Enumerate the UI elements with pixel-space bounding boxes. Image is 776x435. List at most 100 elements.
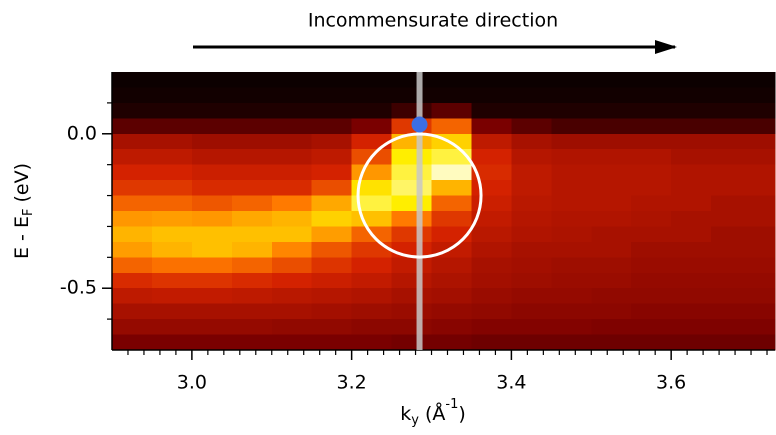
- cell: [391, 288, 433, 305]
- cell: [591, 257, 632, 274]
- cell: [431, 334, 473, 351]
- cell: [191, 272, 233, 289]
- cell: [191, 180, 233, 197]
- y-axis-label: E - EF (eV): [11, 163, 36, 259]
- cell: [351, 72, 393, 89]
- cell: [511, 133, 552, 150]
- cell: [591, 180, 632, 197]
- cell: [271, 241, 313, 258]
- cell: [551, 319, 592, 336]
- cell: [391, 226, 433, 243]
- cell: [311, 164, 353, 181]
- cell: [431, 288, 473, 305]
- cell: [391, 149, 433, 166]
- cell: [231, 195, 273, 212]
- cell: [671, 241, 712, 258]
- cell: [191, 319, 233, 336]
- cell: [151, 288, 193, 305]
- x-tick-label: 3.6: [656, 372, 686, 394]
- cell: [112, 288, 153, 305]
- cell: [431, 257, 473, 274]
- x-tick-label: 3.2: [337, 372, 367, 394]
- cell: [711, 118, 776, 135]
- cell: [311, 149, 353, 166]
- cell: [471, 133, 512, 150]
- cell: [151, 303, 193, 320]
- cell: [631, 133, 672, 150]
- cell: [431, 303, 473, 320]
- cell: [631, 87, 672, 104]
- cell: [511, 319, 552, 336]
- cell: [711, 133, 776, 150]
- cell: [511, 164, 552, 181]
- cell: [471, 87, 512, 104]
- cell: [671, 133, 712, 150]
- cell: [671, 334, 712, 351]
- cell: [351, 334, 393, 351]
- cell: [191, 334, 233, 351]
- cell: [431, 180, 473, 197]
- cell: [151, 180, 193, 197]
- cell: [112, 334, 153, 351]
- cell: [511, 87, 552, 104]
- cell: [631, 72, 672, 89]
- cell: [671, 72, 712, 89]
- cell: [431, 319, 473, 336]
- cell: [591, 118, 632, 135]
- cell: [511, 72, 552, 89]
- cell: [551, 226, 592, 243]
- cell: [271, 195, 313, 212]
- cell: [711, 149, 776, 166]
- cell: [431, 195, 473, 212]
- cell: [191, 226, 233, 243]
- cell: [511, 180, 552, 197]
- cell: [711, 87, 776, 104]
- cell: [112, 211, 153, 228]
- cell: [551, 241, 592, 258]
- cell: [591, 241, 632, 258]
- cell: [151, 102, 193, 119]
- cell: [391, 303, 433, 320]
- cell: [271, 257, 313, 274]
- cell: [112, 180, 153, 197]
- cell: [511, 334, 552, 351]
- cell: [311, 102, 353, 119]
- cell: [591, 226, 632, 243]
- cell: [391, 334, 433, 351]
- cell: [311, 195, 353, 212]
- cell: [311, 272, 353, 289]
- cell: [391, 87, 433, 104]
- cell: [631, 118, 672, 135]
- cell: [351, 288, 393, 305]
- cell: [511, 149, 552, 166]
- cell: [511, 257, 552, 274]
- cell: [112, 164, 153, 181]
- cell: [671, 303, 712, 320]
- cell: [391, 319, 433, 336]
- cell: [551, 149, 592, 166]
- cell: [671, 102, 712, 119]
- cell: [151, 72, 193, 89]
- cell: [231, 303, 273, 320]
- cell: [671, 195, 712, 212]
- cell: [231, 288, 273, 305]
- cell: [471, 288, 512, 305]
- cell: [231, 72, 273, 89]
- cell: [471, 226, 512, 243]
- cell: [471, 195, 512, 212]
- y-tick-label: -0.5: [60, 277, 97, 299]
- cell: [271, 133, 313, 150]
- cell: [391, 195, 433, 212]
- cell: [631, 334, 672, 351]
- cell: [311, 288, 353, 305]
- cell: [631, 257, 672, 274]
- cell: [631, 303, 672, 320]
- cell: [711, 226, 776, 243]
- y-tick-label: 0.0: [67, 122, 97, 144]
- cell: [671, 180, 712, 197]
- cell: [391, 102, 433, 119]
- cell: [271, 272, 313, 289]
- cell: [231, 211, 273, 228]
- cell: [551, 180, 592, 197]
